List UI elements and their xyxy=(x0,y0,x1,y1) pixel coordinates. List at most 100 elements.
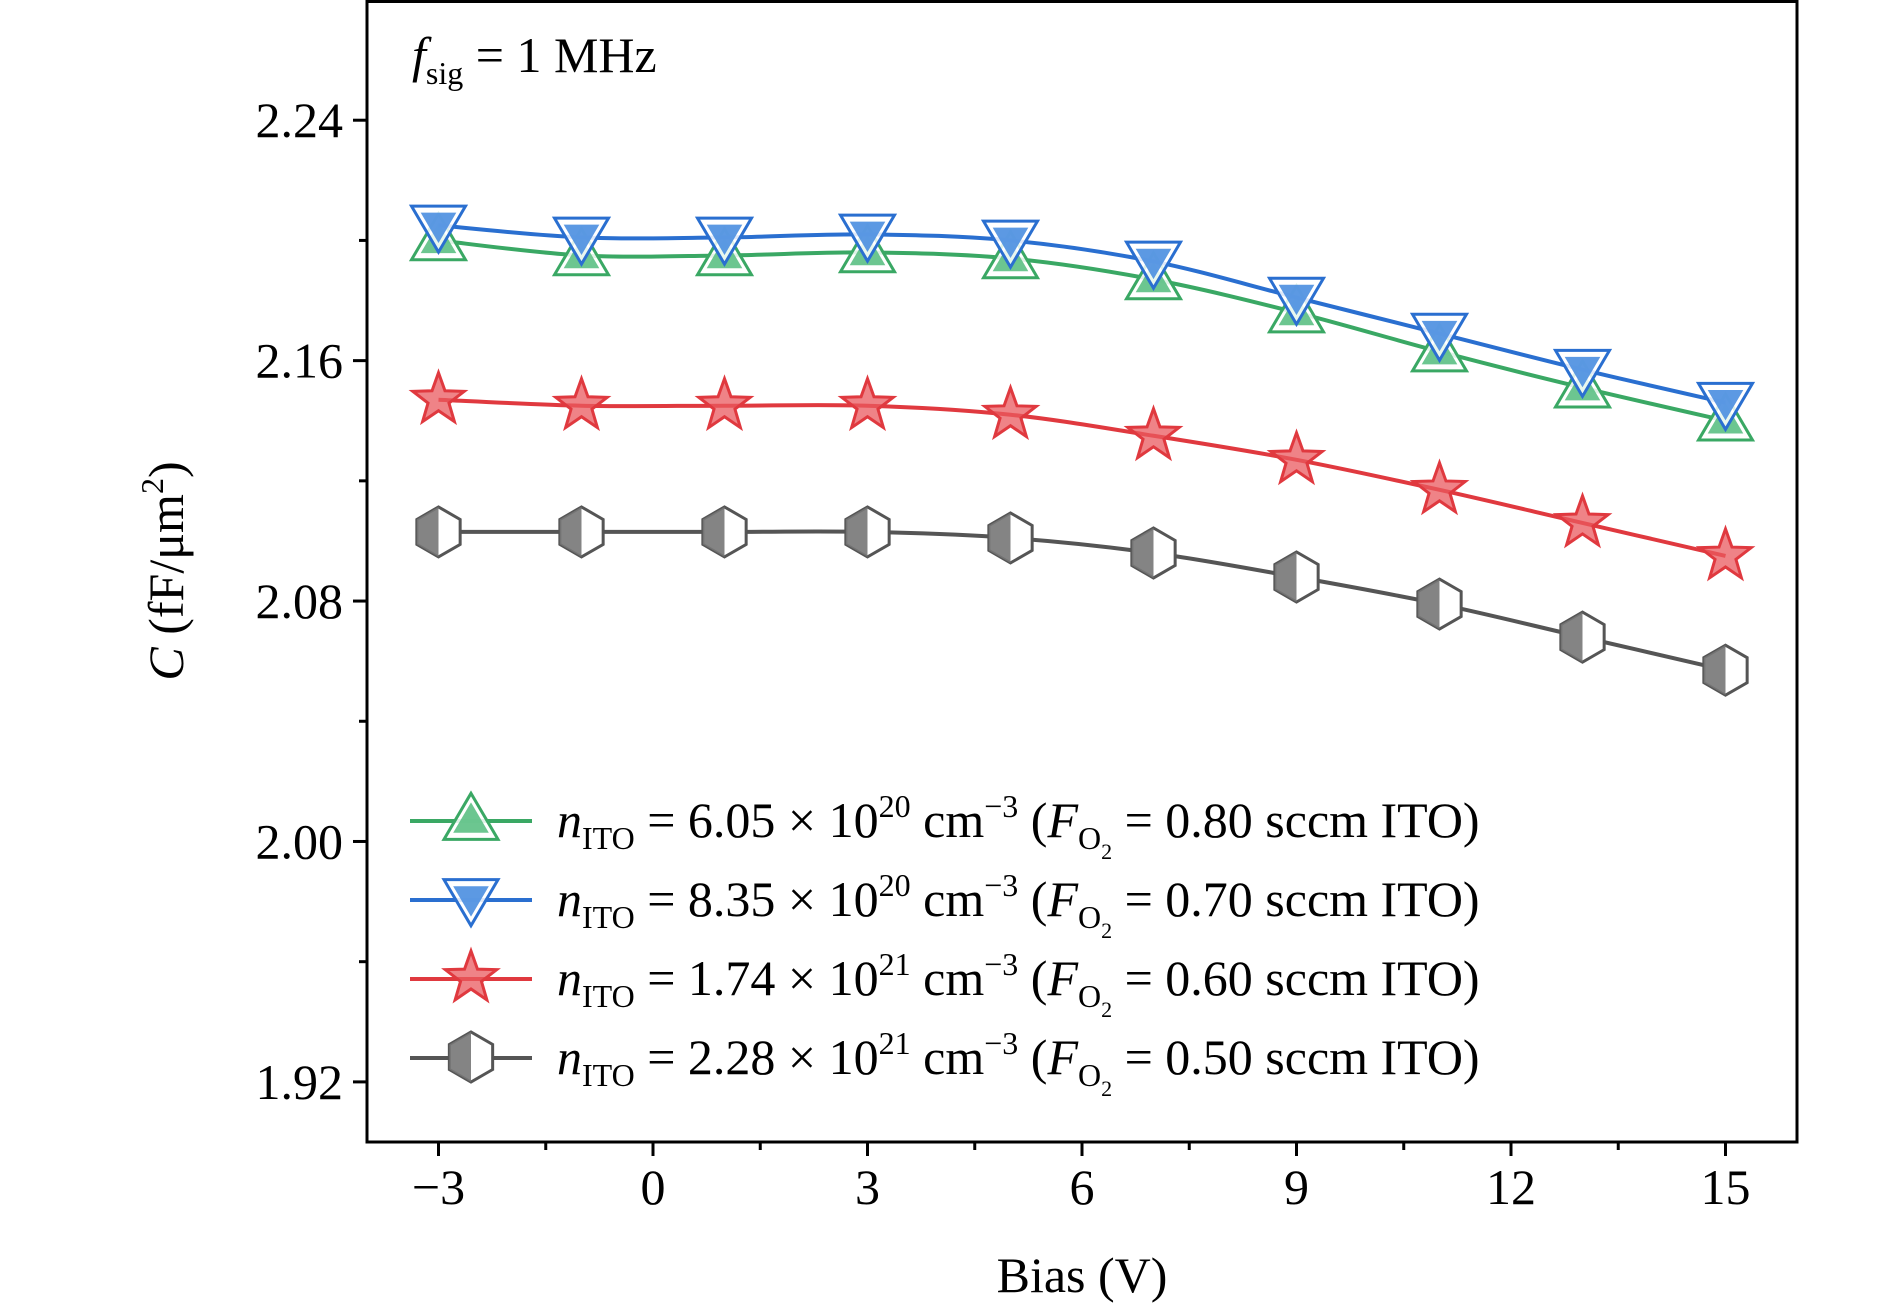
legend-label-part: ITO xyxy=(582,820,635,856)
legend: nITO = 6.05 × 1020 cm−3 (FO2 = 0.80 sccm… xyxy=(410,788,1480,1101)
legend-label-part: n xyxy=(557,950,582,1006)
legend-label-part: = 0.80 sccm ITO) xyxy=(1112,792,1479,848)
x-tick-label: 15 xyxy=(1701,1159,1751,1215)
legend-label-part: 2 xyxy=(1101,839,1112,864)
data-point xyxy=(694,374,755,432)
data-point xyxy=(551,216,612,268)
legend-label: nITO = 8.35 × 1020 cm−3 (FO2 = 0.70 sccm… xyxy=(557,867,1480,943)
legend-label-part: ITO xyxy=(582,978,635,1014)
legend-label-part: 20 xyxy=(879,788,911,824)
annotation-rest: = 1 MHz xyxy=(463,27,656,83)
data-point xyxy=(1695,524,1756,582)
legend-label-part: ITO xyxy=(582,1057,635,1093)
legend-label-part: F xyxy=(1046,871,1078,927)
legend-label-part: 2 xyxy=(1101,918,1112,943)
y-axis-unit-sup: 2 xyxy=(134,478,170,494)
data-point xyxy=(1130,526,1177,580)
legend-label-part: 2 xyxy=(1101,1076,1112,1101)
y-axis-unit: (fF/μm xyxy=(138,494,194,647)
y-axis-title: C (fF/μm2) xyxy=(134,461,194,680)
legend-item: nITO = 2.28 × 1021 cm−3 (FO2 = 0.50 sccm… xyxy=(410,1025,1480,1101)
data-point xyxy=(1409,458,1470,516)
legend-label-part: = 1.74 × 10 xyxy=(635,950,879,1006)
legend-label-part: F xyxy=(1046,792,1078,848)
data-point xyxy=(1416,577,1463,631)
annotation-label: fsig = 1 MHz xyxy=(412,27,657,91)
data-point xyxy=(1273,550,1320,604)
legend-label-part: = 2.28 × 10 xyxy=(635,1029,879,1085)
data-point xyxy=(837,213,898,265)
y-tick-label: 2.08 xyxy=(256,573,344,629)
legend-label-part: = 6.05 × 10 xyxy=(635,792,879,848)
data-point xyxy=(980,383,1041,441)
data-point xyxy=(1266,276,1327,328)
series-line xyxy=(438,529,1726,673)
legend-label-part: = 0.60 sccm ITO) xyxy=(1112,950,1479,1006)
legend-marker xyxy=(441,878,501,929)
legend-marker xyxy=(447,1030,495,1084)
legend-label: nITO = 6.05 × 1020 cm−3 (FO2 = 0.80 sccm… xyxy=(557,788,1480,864)
series-1 xyxy=(408,204,1756,433)
series-line xyxy=(438,223,1726,405)
data-point xyxy=(1552,348,1613,400)
legend-marker xyxy=(441,790,501,841)
legend-label-part: O xyxy=(1078,820,1101,856)
x-tick-label: 9 xyxy=(1284,1159,1309,1215)
series-line xyxy=(438,238,1726,423)
legend-item: nITO = 1.74 × 1021 cm−3 (FO2 = 0.60 sccm… xyxy=(410,946,1480,1022)
data-point xyxy=(844,505,891,559)
legend-label-part: 2 xyxy=(1101,997,1112,1022)
series-line xyxy=(438,397,1726,558)
y-axis-symbol: C xyxy=(138,647,194,681)
legend-label-part: 21 xyxy=(879,1025,911,1061)
series-layer xyxy=(408,204,1756,697)
legend-label-part: −3 xyxy=(984,788,1018,824)
data-point xyxy=(694,216,755,268)
data-point xyxy=(1695,381,1756,433)
data-point xyxy=(1123,404,1184,462)
legend-label-part: −3 xyxy=(984,1025,1018,1061)
legend-label-part: = 8.35 × 10 xyxy=(635,871,879,927)
legend-label-part: 20 xyxy=(879,867,911,903)
plot-frame xyxy=(365,0,1799,1144)
legend-label-part: ( xyxy=(1018,871,1047,927)
legend-label-part: cm xyxy=(911,792,985,848)
y-tick-label: 2.24 xyxy=(256,92,344,148)
series-3 xyxy=(415,505,1749,697)
y-axis-unit-close: ) xyxy=(138,461,194,478)
y-tick-label: 2.16 xyxy=(256,333,344,389)
legend-label-part: ( xyxy=(1018,1029,1047,1085)
legend-label-part: ( xyxy=(1018,950,1047,1006)
data-point xyxy=(1559,610,1606,664)
legend-label-part: ( xyxy=(1018,792,1047,848)
legend-marker xyxy=(441,946,501,1004)
data-point xyxy=(1702,643,1749,697)
x-tick-label: 3 xyxy=(855,1159,880,1215)
data-point xyxy=(701,505,748,559)
legend-label-part: cm xyxy=(911,950,985,1006)
legend-label-part: F xyxy=(1046,1029,1078,1085)
data-point xyxy=(415,505,462,559)
legend-label-part: n xyxy=(557,792,582,848)
axes: −3 0 3 6 9 12 15 1.92 2.00 2.08 2.16 2.24 xyxy=(256,92,1751,1215)
x-axis-title: Bias (V) xyxy=(997,1247,1168,1303)
y-tick-label: 2.00 xyxy=(256,813,344,869)
legend-label-part: −3 xyxy=(984,946,1018,982)
legend-label: nITO = 1.74 × 1021 cm−3 (FO2 = 0.60 sccm… xyxy=(557,946,1480,1022)
data-point xyxy=(558,505,605,559)
y-tick-label: 1.92 xyxy=(256,1054,344,1110)
annotation-subscript: sig xyxy=(426,55,463,91)
data-point xyxy=(551,374,612,432)
legend-label-part: cm xyxy=(911,1029,985,1085)
data-point xyxy=(1552,491,1613,549)
x-tick-label: 0 xyxy=(641,1159,666,1215)
data-point xyxy=(987,511,1034,565)
legend-label-part: = 0.50 sccm ITO) xyxy=(1112,1029,1479,1085)
data-point xyxy=(980,219,1041,271)
legend-label-part: −3 xyxy=(984,867,1018,903)
legend-label-part: n xyxy=(557,871,582,927)
legend-label-part: 21 xyxy=(879,946,911,982)
data-point xyxy=(1266,428,1327,486)
x-tick-label: −3 xyxy=(412,1159,465,1215)
